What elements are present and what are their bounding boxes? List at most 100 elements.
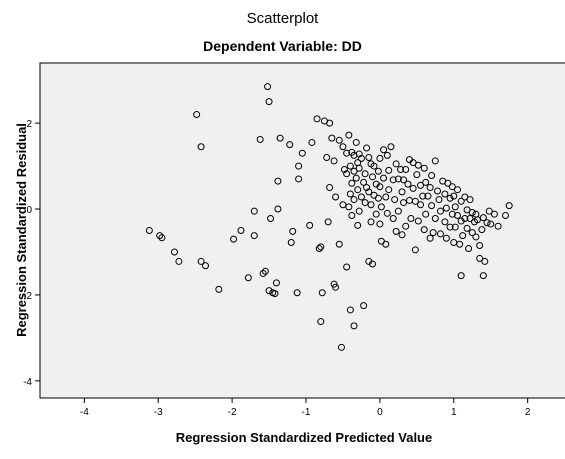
scatter-point xyxy=(487,220,495,228)
scatter-point xyxy=(483,219,491,227)
scatter-point xyxy=(468,229,476,237)
scatter-point xyxy=(250,207,258,215)
x-tick-label: -2 xyxy=(228,407,237,418)
scatter-point xyxy=(392,160,400,168)
scatter-point xyxy=(365,188,373,196)
scatter-point xyxy=(429,229,437,237)
scatter-point xyxy=(442,204,450,212)
y-tick-label: -2 xyxy=(23,291,32,302)
scatter-point xyxy=(434,187,442,195)
y-tick-label: 2 xyxy=(26,119,32,130)
scatter-point xyxy=(332,283,340,291)
scatter-point xyxy=(343,170,351,178)
scatter-point xyxy=(441,190,449,198)
scatter-point xyxy=(382,193,390,201)
scatter-point xyxy=(456,240,464,248)
scatter-point xyxy=(419,192,427,200)
scatter-point xyxy=(389,176,397,184)
scatter-point xyxy=(348,211,356,219)
scatter-point xyxy=(383,151,391,159)
x-tick-label: -4 xyxy=(80,407,89,418)
scatter-point xyxy=(313,115,321,123)
scatter-point xyxy=(411,246,419,254)
scatter-point xyxy=(376,220,384,228)
scatter-point xyxy=(394,175,402,183)
scatter-point xyxy=(413,171,421,179)
scatter-point xyxy=(383,209,391,217)
scatter-point xyxy=(244,274,252,282)
scatter-point xyxy=(400,199,408,207)
scatter-point xyxy=(453,186,461,194)
axis-ticks: -4 -3 -2 -1 0 1 2 -4 -2 0 2 xyxy=(23,119,531,418)
scatter-point xyxy=(158,234,166,242)
scatter-point xyxy=(237,227,245,234)
chart-title: Scatterplot xyxy=(246,10,319,27)
scatter-point xyxy=(428,202,436,210)
scatter-point xyxy=(468,208,476,216)
scatter-point xyxy=(317,318,325,326)
scatter-point xyxy=(457,197,465,205)
scatter-point xyxy=(435,196,443,204)
scatter-point xyxy=(459,232,467,240)
scatter-point xyxy=(293,289,301,297)
scatter-point xyxy=(350,151,358,159)
scatter-point xyxy=(360,178,368,186)
scatter-point xyxy=(476,254,484,262)
scatter-point xyxy=(332,193,340,201)
scatter-point xyxy=(466,196,474,204)
scatter-point xyxy=(479,214,487,222)
scatter-point xyxy=(431,157,439,165)
scatter-point xyxy=(350,322,358,330)
scatter-point xyxy=(330,157,338,165)
scatter-point xyxy=(197,257,205,265)
scatter-point xyxy=(265,98,273,106)
scatter-point xyxy=(402,222,410,230)
scatter-point xyxy=(392,227,400,235)
scatter-point xyxy=(466,214,474,222)
scatter-point xyxy=(298,149,306,157)
scatter-point xyxy=(363,144,371,152)
scatter-point xyxy=(376,154,384,162)
scatter-point xyxy=(481,257,489,265)
scatter-point xyxy=(436,207,444,215)
scatter-point xyxy=(339,143,347,151)
scatter-point xyxy=(446,194,454,202)
scatter-point xyxy=(360,302,368,310)
scatter-point xyxy=(323,153,331,161)
scatter-point xyxy=(345,131,353,139)
scatter-point xyxy=(426,234,434,242)
scatter-point xyxy=(407,214,415,222)
scatter-point xyxy=(276,134,284,142)
scatter-point xyxy=(315,245,323,253)
scatter-point xyxy=(355,164,363,172)
scatter-point xyxy=(345,203,353,211)
plot-area xyxy=(39,62,565,399)
scatter-point xyxy=(361,170,369,178)
scatter-point xyxy=(354,186,362,194)
scatter-point xyxy=(318,289,326,297)
scatter-point xyxy=(385,186,393,194)
scatter-point xyxy=(264,83,272,91)
scatter-point xyxy=(271,290,279,298)
scatter-point xyxy=(391,196,399,204)
scatter-point xyxy=(265,287,273,295)
x-tick-label: -1 xyxy=(302,407,311,418)
scatter-point xyxy=(145,227,153,234)
scatter-point xyxy=(398,188,406,196)
scatter-point xyxy=(394,207,402,215)
scatter-point xyxy=(502,211,509,219)
scatter-point xyxy=(367,201,375,209)
scatter-point xyxy=(367,218,375,226)
scatter-point xyxy=(348,179,356,187)
scatter-point xyxy=(343,263,351,271)
scatter-point xyxy=(289,227,297,235)
scatter-point xyxy=(267,214,275,222)
scatter-point xyxy=(355,150,363,158)
scatter-point xyxy=(361,199,369,207)
scatter-point xyxy=(355,207,363,215)
scatter-point xyxy=(175,257,183,265)
scatter-point xyxy=(377,203,385,211)
scatter-point xyxy=(365,153,373,161)
x-axis-label: Regression Standardized Predicted Value xyxy=(176,430,432,445)
y-tick-label: 0 xyxy=(26,205,32,216)
